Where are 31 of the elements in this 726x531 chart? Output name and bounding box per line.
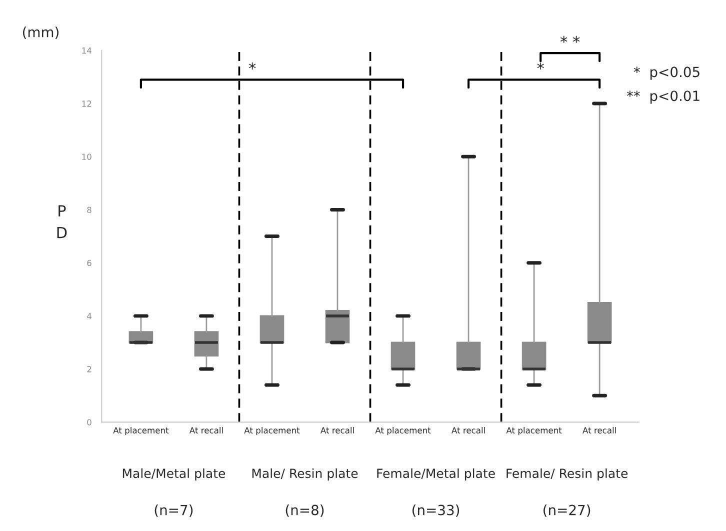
y-tick-label: 8 — [87, 206, 92, 214]
text: * * — [560, 36, 580, 43]
y-tick-label: 4 — [87, 313, 92, 320]
x-tick-label: At placement — [244, 427, 300, 436]
text: Female/ Resin plate — [506, 468, 628, 480]
x-tick-label: At recall — [189, 427, 223, 434]
text: (n=27) — [544, 504, 590, 517]
text: (n=7) — [154, 504, 193, 517]
y-tick-label: 12 — [82, 100, 92, 107]
x-tick-label: At recall — [452, 427, 485, 434]
text: (n=33) — [412, 504, 460, 517]
x-tick-label: At placement — [113, 427, 169, 436]
annotation: ** p<0.01 — [626, 90, 700, 104]
x-tick-label: At placement — [506, 427, 562, 436]
text: Female/Metal plate — [377, 468, 495, 480]
y-axis-title: PD — [57, 205, 67, 238]
text: Male/ Resin plate — [252, 468, 358, 480]
y-tick-label: 2 — [87, 366, 92, 372]
y-tick-label: 14 — [82, 48, 92, 54]
x-tick-label: At placement — [375, 427, 431, 436]
x-tick-label: At recall — [320, 427, 354, 434]
y-tick-label: 10 — [82, 154, 92, 160]
annotation: * p<0.05 — [634, 66, 700, 80]
text: Male/Metal plate — [122, 468, 226, 480]
text: (mm) — [22, 26, 58, 39]
y-tick-label: 0 — [87, 419, 92, 426]
annotation: * — [537, 62, 544, 70]
x-tick-label: At recall — [582, 427, 616, 434]
annotation: * — [248, 62, 256, 70]
text: (n=8) — [286, 504, 324, 517]
y-tick-label: 6 — [87, 260, 92, 266]
